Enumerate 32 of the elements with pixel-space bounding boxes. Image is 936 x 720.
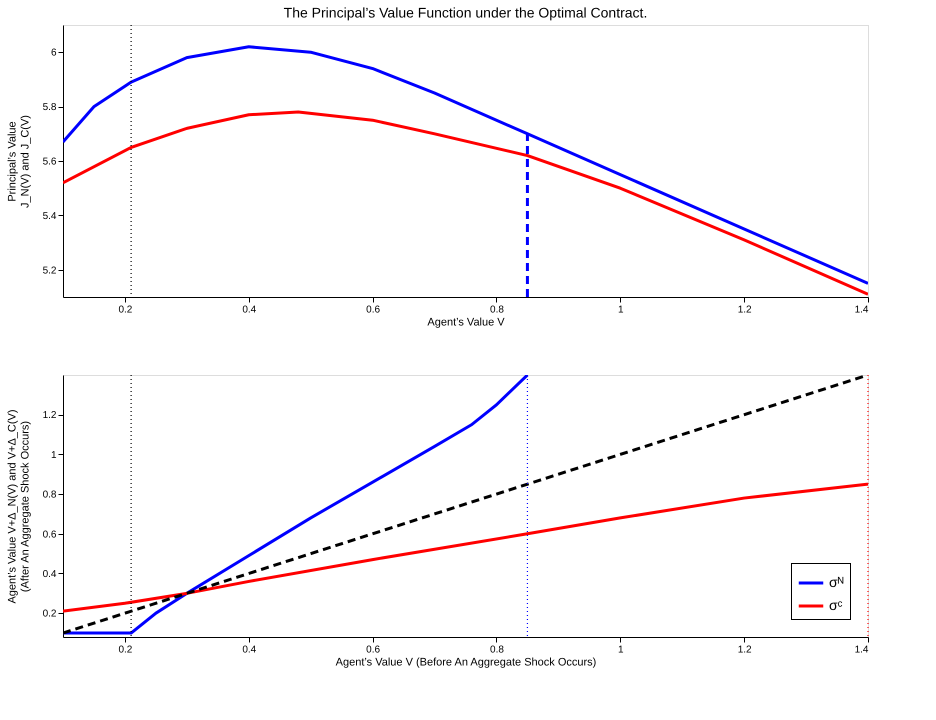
y-tick-label: 0.2	[42, 608, 57, 620]
x-tick-label: 0.6	[366, 304, 380, 316]
x-tick-label: 0.4	[242, 644, 257, 656]
x-tick-label: 1.2	[738, 304, 752, 316]
y-tick-label: 1.2	[42, 410, 57, 422]
y-tick-label: 0.8	[42, 490, 57, 501]
y-tick-label: 6	[50, 48, 57, 59]
x-tick-label: 0.8	[490, 644, 504, 656]
y-axis-title: Agent’s Value V+Δ_N(V) and V+Δ_C(V) (After An Aggregate Shock Occurs)	[6, 409, 32, 604]
chart-title: The Principal’s Value Function under the Optimal Contract.	[284, 4, 648, 20]
y-tick-label: 0.4	[42, 568, 57, 580]
y-tick-label: 5.4	[42, 210, 57, 222]
y-tick-label: 0.6	[42, 529, 57, 540]
x-tick-label: 1.4	[854, 304, 869, 316]
x-tick-label: 0.2	[118, 304, 133, 316]
x-axis-title: Agent’s Value V (Before An Aggregate Shock Occurs)	[336, 656, 596, 668]
legend-label: σᶜ	[829, 597, 843, 613]
y-tick-label: 5.2	[42, 265, 57, 276]
legend-label: σᴺ	[829, 574, 844, 590]
x-tick-label: 1.4	[854, 644, 869, 656]
x-tick-label: 0.8	[490, 304, 504, 316]
x-tick-label: 0.4	[242, 304, 257, 316]
y-tick-label: 5.8	[42, 102, 57, 114]
x-tick-label: 0.2	[118, 644, 133, 656]
y-tick-label: 1	[50, 450, 57, 461]
x-tick-label: 1.2	[738, 644, 752, 656]
y-axis-title: Principal’s Value J_N(V) and J_C(V)	[6, 115, 32, 208]
y-tick-label: 5.6	[42, 156, 57, 168]
x-tick-label: 1	[618, 304, 624, 316]
x-tick-label: 0.6	[366, 644, 380, 656]
x-axis-title: Agent’s Value V	[427, 316, 506, 328]
x-tick-label: 1	[618, 644, 624, 656]
